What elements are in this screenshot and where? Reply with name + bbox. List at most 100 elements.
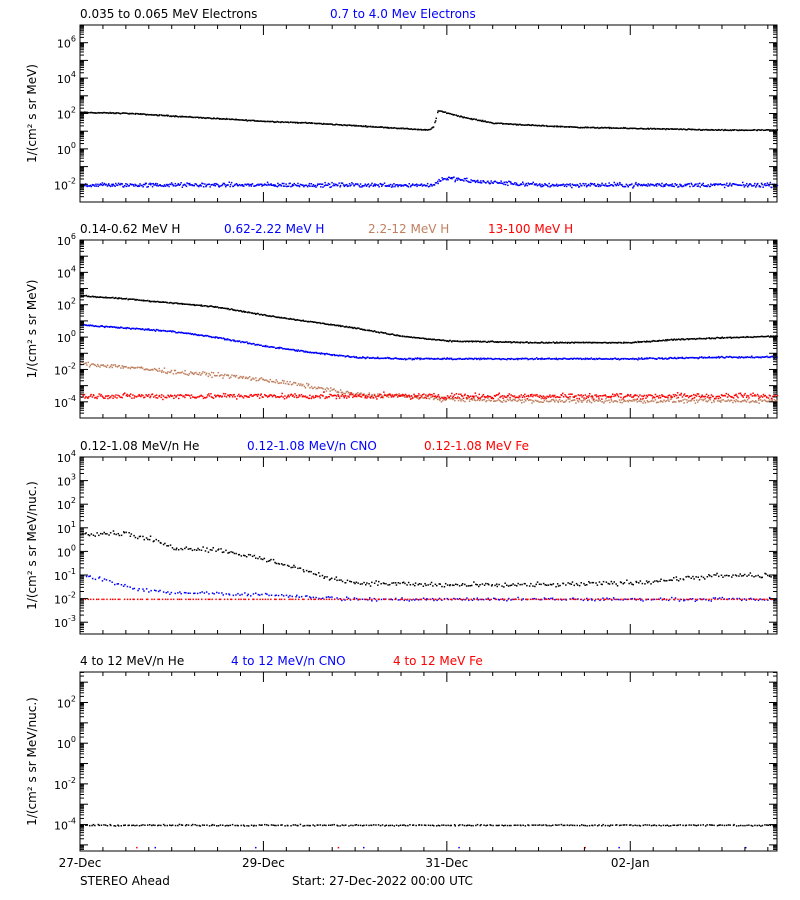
data-point: [652, 400, 655, 403]
data-point: [746, 182, 748, 185]
data-point: [170, 182, 173, 184]
data-point: [746, 356, 748, 358]
data-point: [635, 341, 638, 344]
data-point: [518, 398, 521, 401]
data-point: [160, 301, 162, 303]
data-point: [226, 374, 228, 376]
data-point: [697, 185, 700, 187]
data-point: [194, 333, 196, 336]
data-point: [324, 184, 327, 186]
data-point: [631, 400, 633, 402]
data-point: [272, 394, 274, 397]
data-point: [404, 393, 407, 396]
data-point: [408, 396, 411, 398]
data-point: [687, 396, 690, 399]
data-point: [205, 335, 208, 337]
data-point: [440, 358, 442, 360]
data-point: [223, 118, 226, 120]
data-point: [213, 336, 215, 338]
data-point: [545, 358, 547, 360]
data-point: [212, 117, 214, 120]
data-point: [188, 332, 190, 335]
data-point: [122, 112, 124, 114]
data-point: [595, 396, 598, 398]
data-point: [470, 340, 473, 342]
data-point: [334, 354, 336, 357]
data-point: [642, 128, 645, 130]
data-point: [604, 183, 607, 185]
data-point: [151, 329, 154, 332]
data-point: [510, 394, 512, 396]
y-axis-label: 1/(cm² s sr MeV): [25, 280, 39, 379]
data-point: [603, 184, 605, 186]
data-point: [716, 395, 719, 398]
data-point: [188, 303, 190, 306]
data-point: [688, 338, 690, 340]
data-point: [662, 401, 664, 403]
data-point: [341, 355, 344, 357]
data-point: [340, 325, 342, 328]
data-point: [727, 399, 730, 401]
data-point: [667, 339, 670, 341]
data-point: [413, 128, 415, 130]
data-point: [454, 180, 456, 183]
data-point: [241, 376, 243, 378]
data-point: [479, 399, 481, 402]
data-point: [551, 125, 553, 128]
data-point: [173, 369, 176, 372]
data-point: [362, 125, 365, 127]
data-point: [673, 338, 675, 340]
data-point: [420, 337, 423, 340]
data-point: [690, 400, 692, 402]
data-point: [400, 393, 403, 396]
data-point: [758, 129, 761, 131]
data-point: [404, 127, 406, 130]
data-point: [272, 121, 275, 123]
data-point: [418, 337, 421, 339]
data-point: [453, 176, 455, 178]
data-point: [578, 397, 580, 400]
data-point: [320, 352, 323, 354]
data-point: [362, 356, 365, 359]
data-point: [721, 184, 723, 186]
data-point: [684, 338, 687, 341]
data-point: [589, 182, 592, 185]
data-point: [442, 179, 444, 181]
data-point: [262, 378, 265, 381]
data-point: [317, 395, 319, 398]
data-point: [337, 355, 340, 357]
data-point: [396, 334, 398, 336]
data-point: [136, 298, 139, 301]
data-point: [392, 358, 395, 360]
data-point: [695, 395, 698, 397]
data-point: [427, 128, 430, 131]
data-point: [324, 353, 326, 355]
data-point: [700, 129, 702, 131]
data-point: [130, 184, 133, 186]
data-point: [433, 395, 436, 398]
data-point: [410, 336, 413, 338]
data-point: [584, 341, 587, 344]
data-point: [740, 401, 743, 403]
data-point: [542, 341, 544, 344]
data-point: [536, 400, 538, 402]
data-point: [184, 116, 186, 118]
data-point: [660, 400, 662, 402]
data-point: [138, 535, 141, 538]
data-point: [337, 124, 339, 126]
data-point: [156, 329, 158, 331]
data-point: [141, 184, 143, 187]
data-point: [263, 345, 265, 347]
data-point: [446, 395, 449, 397]
data-point: [383, 393, 386, 396]
data-point: [151, 393, 154, 395]
data-point: [488, 182, 490, 184]
data-point: [501, 401, 504, 403]
data-point: [280, 395, 283, 397]
data-point: [705, 128, 707, 131]
data-point: [238, 183, 241, 186]
data-point: [525, 357, 527, 360]
data-point: [290, 383, 293, 386]
data-point: [221, 307, 223, 309]
data-point: [171, 547, 174, 549]
